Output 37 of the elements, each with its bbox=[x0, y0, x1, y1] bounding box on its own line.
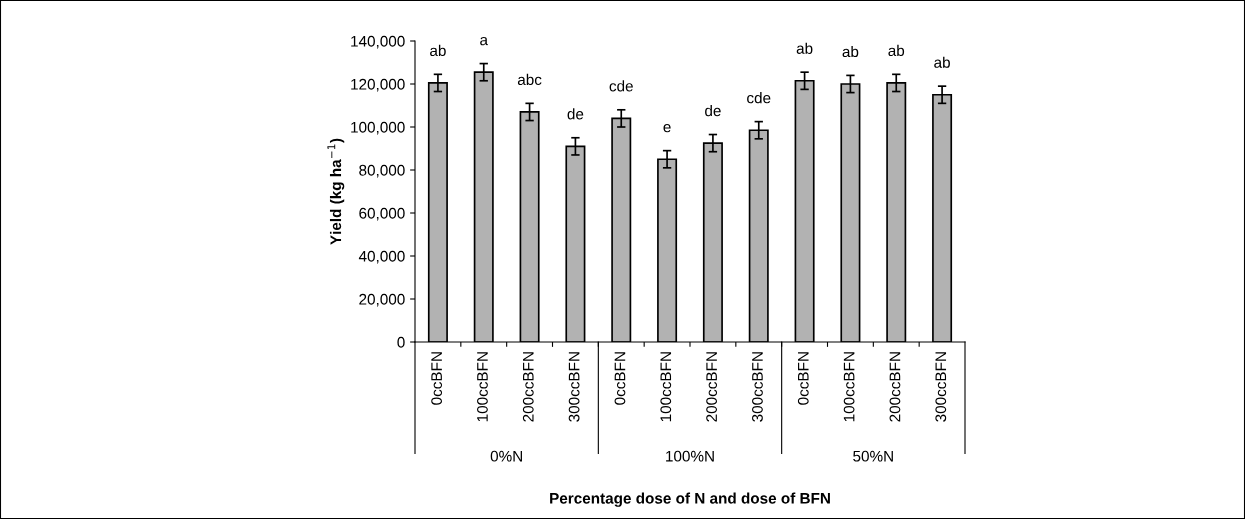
data-label: abc bbox=[517, 73, 542, 86]
x-tick-label: 300ccBFN bbox=[935, 352, 947, 422]
y-tick-label: 100,000 bbox=[351, 121, 405, 135]
x-tick-label: 300ccBFN bbox=[568, 352, 580, 422]
x-tick-label: 100ccBFN bbox=[660, 352, 672, 422]
x-tick-label: 0ccBFN bbox=[614, 352, 626, 405]
x-tick-label: 100ccBFN bbox=[843, 352, 855, 422]
x-tick-label: 100ccBFN bbox=[477, 352, 488, 422]
x-tick-label: 300ccBFN bbox=[752, 352, 763, 422]
text: 0%N bbox=[490, 450, 522, 462]
y-tick-label: 120,000 bbox=[351, 78, 405, 92]
y-tick-label: 20,000 bbox=[359, 293, 405, 307]
x-tick-label: 0ccBFN bbox=[431, 352, 443, 405]
x-tick-label: 200ccBFN bbox=[889, 352, 901, 422]
data-label: cde bbox=[747, 92, 771, 104]
data-label: a bbox=[480, 36, 488, 46]
data-label: de bbox=[705, 105, 721, 117]
data-label: ab bbox=[888, 44, 905, 57]
x-tick-label: 200ccBFN bbox=[522, 352, 534, 422]
data-label: ab bbox=[430, 44, 446, 57]
data-label: ab bbox=[796, 42, 813, 54]
data-label: ab bbox=[842, 45, 859, 58]
data-label: e bbox=[663, 123, 671, 133]
data-label: ab bbox=[934, 56, 950, 68]
y-tick-label: 60,000 bbox=[359, 207, 405, 221]
x-tick-label: 0ccBFN bbox=[797, 352, 809, 405]
y-axis-title: Yield (kg ha$^{−1}$) bbox=[327, 138, 345, 245]
text: 100%N bbox=[666, 450, 714, 462]
data-label: cde bbox=[609, 80, 633, 92]
y-tick-label: 140,000 bbox=[351, 35, 405, 49]
y-tick-label: 40,000 bbox=[358, 250, 405, 264]
x-tick-label: 200ccBFN bbox=[706, 352, 718, 422]
text: 50%N bbox=[853, 450, 893, 462]
y-tick-label: 80,000 bbox=[359, 164, 405, 178]
data-label: de bbox=[567, 108, 584, 120]
y-tick-label: 0 bbox=[397, 336, 405, 348]
x-axis-title: Percentage dose of N and dose of BFN bbox=[550, 492, 830, 507]
